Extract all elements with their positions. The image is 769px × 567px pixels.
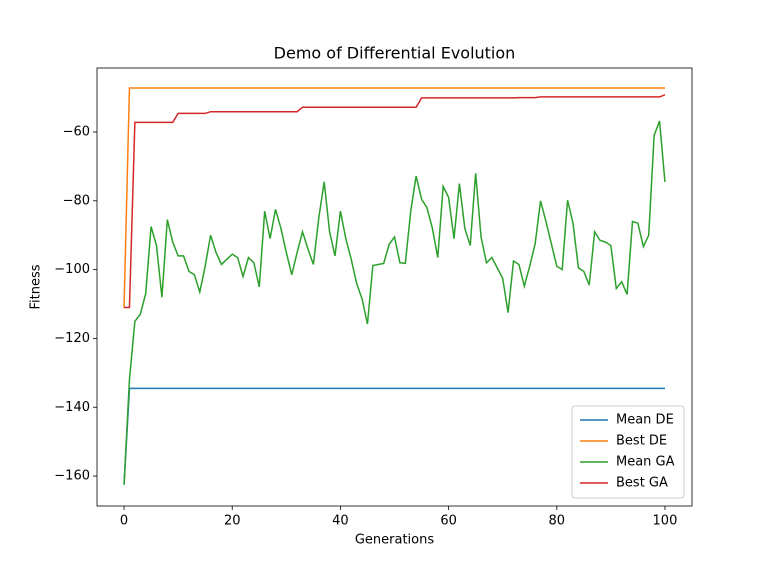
legend-box	[571, 405, 685, 499]
y-tick-label: −60	[63, 124, 90, 139]
series-line	[123, 120, 666, 485]
plot-frame	[96, 67, 693, 507]
x-tick-label: 80	[548, 514, 565, 529]
x-tick-label: 0	[120, 514, 128, 529]
legend-label: Best GA	[616, 476, 668, 491]
y-tick-label: −120	[54, 331, 90, 346]
x-axis-label: Generations	[355, 533, 435, 548]
x-tick-label: 60	[440, 514, 457, 529]
series-line	[123, 387, 665, 485]
legend-label: Mean DE	[616, 413, 674, 428]
series-line	[124, 94, 666, 309]
y-tick-label: −140	[54, 400, 90, 415]
x-tick-label: 20	[224, 514, 241, 529]
legend-label: Best DE	[616, 434, 667, 449]
y-tick-label: −80	[63, 193, 90, 208]
x-tick-label: 100	[653, 514, 678, 529]
x-tick-label: 40	[332, 514, 349, 529]
y-axis-label: Fitness	[29, 264, 44, 309]
legend-label: Mean GA	[616, 455, 675, 470]
y-tick-label: −160	[54, 469, 90, 484]
chart-title: Demo of Differential Evolution	[274, 44, 516, 63]
series-line	[123, 87, 665, 308]
y-tick-label: −100	[54, 262, 90, 277]
